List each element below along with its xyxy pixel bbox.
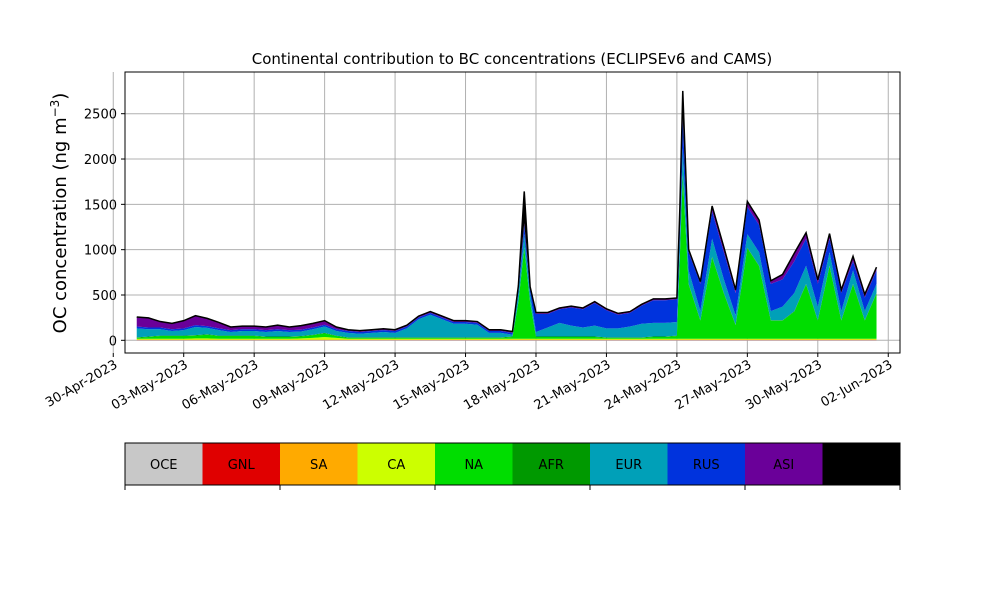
legend-label-asi: ASI	[773, 458, 794, 473]
legend-swatch-oce	[125, 443, 203, 485]
y-tick-label: 0	[109, 334, 117, 349]
y-axis-label-main: OC concentration (ng m	[50, 117, 71, 333]
legend-label-sa: SA	[310, 458, 327, 473]
legend-label-na: NA	[464, 458, 483, 473]
legend-label-ca: CA	[387, 458, 405, 473]
legend-swatch-gnl	[202, 443, 281, 485]
y-tick-label: 2500	[84, 108, 117, 123]
area-layers	[136, 90, 877, 341]
y-axis-label: OC concentration (ng m−3)	[48, 93, 71, 334]
legend-colorbar: OCE GNL SA CA NA AFR EUR RUS ASI AUS	[124, 442, 901, 490]
legend-swatch-sa	[280, 443, 358, 485]
legend-frame	[124, 442, 901, 486]
y-tick-label: 500	[92, 289, 117, 304]
y-axis-label-superscript: −3	[48, 100, 62, 118]
legend-swatch-eur	[590, 443, 668, 485]
y-axis-label-suffix: )	[50, 93, 71, 100]
area-series-ca	[136, 336, 877, 340]
y-tick-label: 2000	[84, 153, 117, 168]
legend-label-eur: EUR	[615, 458, 642, 473]
total-outline	[136, 90, 878, 333]
legend-swatch-aus	[822, 443, 901, 485]
legend-swatch-rus	[667, 443, 746, 485]
y-tick-label: 1000	[84, 244, 117, 259]
legend-label-oce: OCE	[150, 458, 178, 473]
legend-swatch-afr	[512, 443, 591, 485]
area-series-na	[136, 175, 877, 339]
plot-frame	[124, 71, 901, 354]
legend-swatch-na	[435, 443, 513, 485]
legend-swatch-asi	[745, 443, 823, 485]
legend-label-gnl: GNL	[228, 458, 256, 473]
legend-label-rus: RUS	[693, 458, 720, 473]
legend-label-aus: AUS	[848, 458, 875, 473]
y-tick-label: 1500	[84, 198, 117, 213]
chart-title: Continental contribution to BC concentra…	[252, 50, 773, 68]
legend-label-afr: AFR	[539, 458, 564, 473]
plot-area	[112, 71, 901, 354]
area-series-eur	[136, 147, 877, 338]
legend-swatch-ca	[357, 443, 436, 485]
y-axis: 0 500 1000 1500 2000 2500	[84, 108, 125, 349]
grid-lines	[112, 72, 900, 353]
